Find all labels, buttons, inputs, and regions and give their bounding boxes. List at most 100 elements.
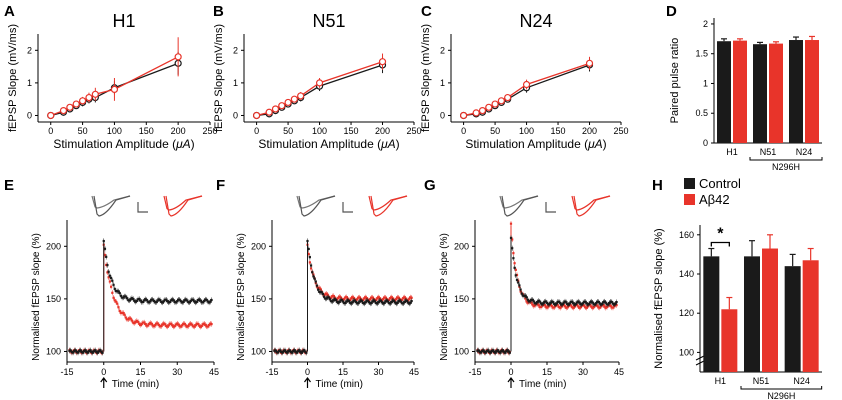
y-axis-label: Normalised fEPSP slope (%) xyxy=(653,228,665,368)
example-trace-control xyxy=(93,195,131,217)
example-trace-abeta xyxy=(571,195,611,211)
chart-H: H 100 120 140 160 Normalised fEPSP slope (%) H… xyxy=(652,176,823,400)
legend-swatch xyxy=(684,178,695,189)
x-tick-label: 0 xyxy=(254,126,259,136)
y-tick-label: 100 xyxy=(679,347,694,357)
y-tick-label: 1.5 xyxy=(695,49,708,59)
y-tick-label: 120 xyxy=(679,308,694,318)
x-tick-label: 30 xyxy=(172,367,182,377)
panel-label: F xyxy=(216,177,225,194)
bar xyxy=(802,260,819,372)
x-axis-unit: μA xyxy=(587,137,603,151)
y-tick-label: 2 xyxy=(440,45,445,55)
panel-label: H xyxy=(652,177,663,194)
data-point xyxy=(174,53,182,61)
data-point xyxy=(497,97,505,105)
data-point xyxy=(284,98,292,107)
y-tick-label: 160 xyxy=(679,230,694,240)
chart-E: E -15 0 15 30 45 100 150 200 Normalised fEPSP slo… xyxy=(4,177,219,390)
chart-title: N24 xyxy=(519,11,552,31)
y-tick-label: 0 xyxy=(27,110,32,120)
data-point xyxy=(459,111,468,120)
data-point xyxy=(585,59,594,67)
data-point xyxy=(472,109,480,117)
data-point xyxy=(522,80,531,89)
chart-A: A H1 0 50 100 150 200 250 0 1 2 Stimulation Amplitu… xyxy=(4,3,218,151)
y-tick-label: 140 xyxy=(679,269,694,279)
example-trace-abeta xyxy=(370,195,408,217)
chart-C: C N24 0 50 100 150 200 250 0 1 2 Stimulation Amplit… xyxy=(420,3,629,151)
category-label: H1 xyxy=(715,376,727,386)
example-trace-control xyxy=(298,195,336,217)
group-label: N296H xyxy=(767,391,795,400)
x-axis-label: Stimulation Amplitude (μA) xyxy=(465,137,606,151)
stimulus-arrow-icon xyxy=(304,377,311,388)
category-label: N24 xyxy=(796,147,813,157)
x-axis-label: Time (min) xyxy=(316,379,363,390)
significance-star: * xyxy=(717,226,724,243)
x-tick-label: 200 xyxy=(582,126,597,136)
x-tick-label: 15 xyxy=(338,367,348,377)
example-trace-abeta xyxy=(165,195,203,217)
x-tick-label: 0 xyxy=(305,367,310,377)
data-point xyxy=(66,103,74,111)
x-tick-label: 150 xyxy=(551,126,566,136)
x-axis-label: Stimulation Amplitude (μA) xyxy=(258,137,399,151)
panel-label: A xyxy=(4,3,15,20)
bar xyxy=(717,41,731,143)
y-axis-label: fEPSP Slope (mV/ms) xyxy=(420,24,432,132)
bar xyxy=(721,309,738,372)
legend-label: Control xyxy=(699,176,741,191)
x-tick-label: -15 xyxy=(265,367,278,377)
legend-label: Aβ42 xyxy=(699,192,730,207)
x-tick-label: 200 xyxy=(375,126,390,136)
y-tick-label: 100 xyxy=(251,346,266,356)
x-axis-unit: μA xyxy=(380,137,396,151)
y-tick-label: 200 xyxy=(46,241,61,251)
y-tick-label: 100 xyxy=(454,346,469,356)
data-point xyxy=(485,103,493,111)
x-tick-label: 0 xyxy=(508,367,513,377)
panel-label: B xyxy=(213,3,224,20)
x-tick-label: 100 xyxy=(107,126,122,136)
y-tick-label: 200 xyxy=(251,241,266,251)
scale-bar xyxy=(342,202,353,213)
stimulus-arrow-icon xyxy=(100,377,108,388)
x-tick-label: 45 xyxy=(614,367,624,377)
chart-D: D 0 0.5 1 1.5 2 Paired pulse ratio H1 N51 N24 N296… xyxy=(666,3,823,172)
y-tick-label: 1 xyxy=(233,78,238,88)
significance-bracket xyxy=(710,241,730,247)
y-tick-label: 150 xyxy=(251,294,266,304)
chart-title: H1 xyxy=(112,11,135,31)
data-point xyxy=(290,95,298,103)
y-axis-label: fEPSP Slope (mV/ms) xyxy=(213,24,225,132)
data-point xyxy=(85,93,93,102)
y-tick-label: 0 xyxy=(233,110,238,120)
y-tick-label: 2 xyxy=(233,45,238,55)
bar xyxy=(769,43,783,143)
panel-label: D xyxy=(666,3,677,20)
y-tick-label: 1 xyxy=(27,78,32,88)
data-point xyxy=(297,92,305,100)
group-bracket xyxy=(740,386,823,390)
data-point xyxy=(491,100,499,108)
scale-bar xyxy=(545,202,556,213)
x-tick-label: 15 xyxy=(542,367,552,377)
x-tick-label: -15 xyxy=(60,367,73,377)
data-point xyxy=(47,111,55,120)
y-axis-label: Normalised fEPSP slope (%) xyxy=(439,233,450,361)
x-tick-label: 100 xyxy=(312,126,327,136)
y-tick-label: 2 xyxy=(27,45,32,55)
data-point xyxy=(271,105,280,113)
data-point xyxy=(91,90,99,98)
x-tick-label: 45 xyxy=(209,367,219,377)
x-axis-label: Stimulation Amplitude (μA) xyxy=(53,137,194,151)
panel-label: G xyxy=(424,177,436,194)
data-point xyxy=(110,85,119,94)
stimulus-arrow-icon xyxy=(507,377,515,388)
data-point xyxy=(78,97,87,105)
x-tick-label: 250 xyxy=(613,126,628,136)
data-point xyxy=(59,106,68,115)
group-label: N296H xyxy=(772,162,800,172)
